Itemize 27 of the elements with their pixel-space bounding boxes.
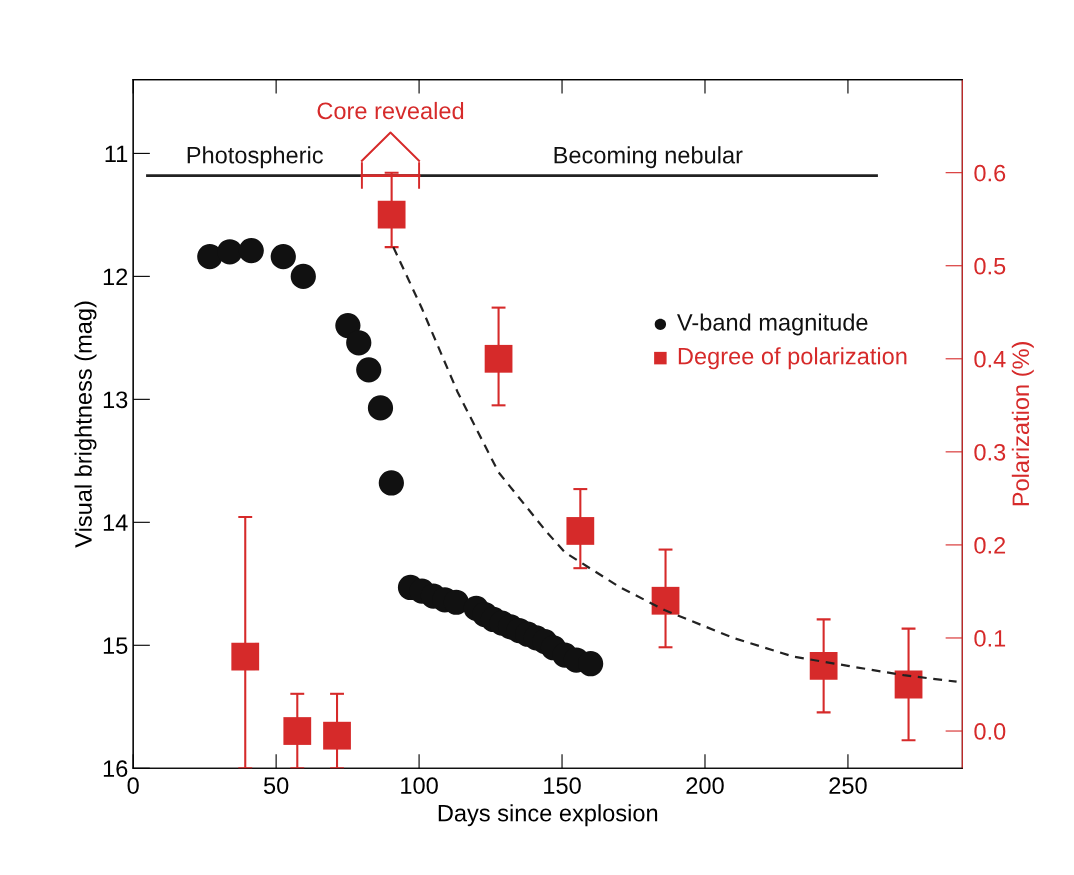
y-tick-label: 11 bbox=[105, 145, 128, 162]
y-axis-title: Visual brightness (mag) bbox=[74, 301, 97, 548]
x-axis-title: Days since explosion bbox=[438, 804, 658, 827]
y2-tick-label: 0.1 bbox=[974, 630, 1006, 647]
y2-tick-label: 0.6 bbox=[974, 164, 1006, 182]
x-tick-label: 0 bbox=[127, 777, 139, 794]
annotation: Core revealed bbox=[317, 101, 464, 120]
y-tick-label: 14 bbox=[103, 514, 128, 531]
x-tick-label: 50 bbox=[263, 777, 289, 794]
y2-tick-label: 0.3 bbox=[974, 443, 1006, 461]
x-tick-label: 150 bbox=[544, 777, 581, 794]
y2-tick-label: 0.0 bbox=[974, 723, 1006, 740]
y2-tick-label: 0.5 bbox=[974, 257, 1006, 275]
legend-label: V-band magnitude bbox=[677, 313, 868, 336]
y-tick-label: 13 bbox=[103, 391, 128, 409]
y2-tick-label: 0.2 bbox=[974, 536, 1006, 554]
y2-axis-title: Polarization (%) bbox=[1011, 342, 1034, 506]
y2-tick-label: 0.4 bbox=[974, 350, 1006, 368]
annotation: Becoming nebular bbox=[554, 146, 743, 169]
legend-label: Degree of polarization bbox=[678, 347, 907, 370]
x-tick-label: 250 bbox=[829, 777, 867, 794]
x-tick-label: 100 bbox=[401, 777, 438, 794]
y-tick-label: 15 bbox=[103, 637, 128, 655]
y-tick-label: 16 bbox=[103, 760, 128, 778]
y-tick-label: 12 bbox=[103, 268, 128, 285]
x-tick-label: 200 bbox=[686, 777, 724, 794]
annotation: Photospheric bbox=[187, 146, 323, 169]
